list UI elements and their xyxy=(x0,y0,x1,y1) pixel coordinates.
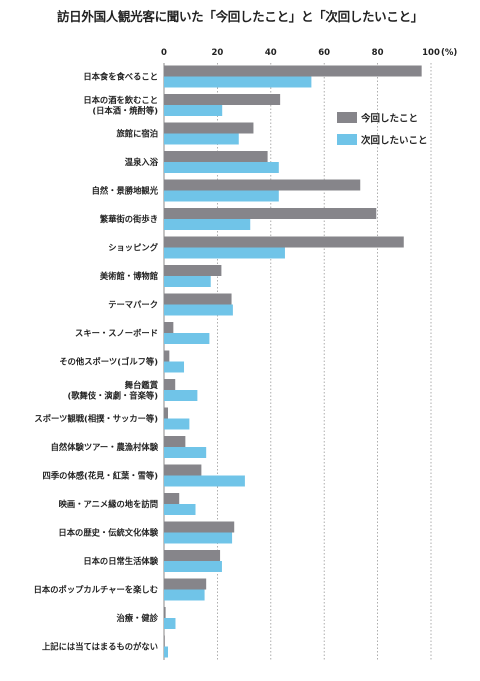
bar-this-time xyxy=(164,65,422,77)
category-label: テーマパーク xyxy=(108,300,158,310)
bar-next-time xyxy=(164,418,190,430)
bar-next-time xyxy=(164,276,211,287)
bar-next-time xyxy=(164,447,207,458)
x-tick-label: 0 xyxy=(161,48,167,58)
tick-layer: 0 20 40 60 80 100 (%) xyxy=(161,48,457,58)
bar-this-time xyxy=(164,293,232,305)
category-label: ショッピング xyxy=(108,243,158,253)
bar-next-time xyxy=(164,475,245,487)
category-label: その他スポーツ(ゴルフ等) xyxy=(59,357,158,367)
bar-next-time xyxy=(164,532,233,544)
bar-this-time xyxy=(164,151,268,162)
bar-this-time xyxy=(164,322,174,333)
category-label: 繁華街の街歩き xyxy=(99,214,158,224)
category-label: 日本食を食べること xyxy=(83,72,158,82)
bar-next-time xyxy=(164,76,312,88)
category-label: 上記には当てはまるものがない xyxy=(42,642,158,652)
bar-this-time xyxy=(164,635,165,647)
x-tick-label: 100 xyxy=(422,48,440,58)
chart-title: 訪日外国人観光客に聞いた「今回したこと」と「次回したいこと」 xyxy=(56,9,423,24)
x-tick-label: 40 xyxy=(265,48,277,58)
bar-next-time xyxy=(164,561,222,572)
category-label: 四季の体感(花見・紅葉・雪等) xyxy=(43,471,159,481)
bar-this-time xyxy=(164,578,207,590)
bar-this-time xyxy=(164,607,166,618)
bar-this-time xyxy=(164,407,169,419)
bar-this-time xyxy=(164,350,170,362)
bar-next-time xyxy=(164,618,176,629)
category-label: 旅館に宿泊 xyxy=(116,129,159,139)
bar-this-time xyxy=(164,179,361,191)
bar-next-time xyxy=(164,190,279,202)
bar-this-time xyxy=(164,94,281,105)
bar-next-time xyxy=(164,589,205,601)
category-label: スポーツ観戦(相撲・サッカー等) xyxy=(34,414,158,424)
bar-this-time xyxy=(164,464,202,476)
bar-next-time xyxy=(164,646,169,658)
category-label: 治療・健診 xyxy=(117,613,159,623)
category-label: スキー・スノーボード xyxy=(75,328,158,338)
bar-next-time xyxy=(164,333,210,344)
category-label: 温泉入浴 xyxy=(125,157,159,167)
x-tick-label: 80 xyxy=(372,48,384,58)
bar-this-time xyxy=(164,521,235,533)
unit-label: (%) xyxy=(441,48,457,58)
category-label: 自然体験ツアー・農漁村体験 xyxy=(51,442,159,452)
category-label: 日本の日常生活体験 xyxy=(83,556,158,566)
legend-swatch xyxy=(337,134,357,145)
category-label: 自然・景勝地観光 xyxy=(92,186,159,196)
bar-next-time xyxy=(164,105,223,116)
bar-next-time xyxy=(164,219,251,230)
bar-this-time xyxy=(164,236,404,248)
legend-label: 次回したいこと xyxy=(361,135,428,147)
x-tick-label: 20 xyxy=(211,48,223,58)
bar-this-time xyxy=(164,493,180,504)
bar-this-time xyxy=(164,379,176,390)
bar-next-time xyxy=(164,247,285,259)
category-label: 日本のポップカルチャーを楽しむ xyxy=(34,585,158,595)
bar-this-time xyxy=(164,265,222,276)
bar-this-time xyxy=(164,436,186,447)
category-label: 映画・アニメ縁の地を訪問 xyxy=(59,499,158,509)
category-label: 美術館・博物館 xyxy=(100,271,158,281)
bar-next-time xyxy=(164,504,196,515)
bar-next-time xyxy=(164,304,233,316)
bar-layer xyxy=(164,65,422,658)
category-label: 日本の酒を飲むこと(日本酒・焼酎等) xyxy=(83,95,158,116)
bar-this-time xyxy=(164,122,254,134)
bar-this-time xyxy=(164,550,221,561)
bar-next-time xyxy=(164,133,239,145)
legend-label: 今回したこと xyxy=(360,113,418,125)
category-label: 舞台鑑賞(歌舞伎・演劇・音楽等) xyxy=(67,380,158,401)
legend-swatch xyxy=(337,112,357,123)
bar-next-time xyxy=(164,390,198,401)
x-tick-label: 60 xyxy=(318,48,330,58)
bar-next-time xyxy=(164,361,185,373)
bar-next-time xyxy=(164,162,279,173)
category-label: 日本の歴史・伝統文化体験 xyxy=(58,528,158,538)
bar-this-time xyxy=(164,208,377,219)
